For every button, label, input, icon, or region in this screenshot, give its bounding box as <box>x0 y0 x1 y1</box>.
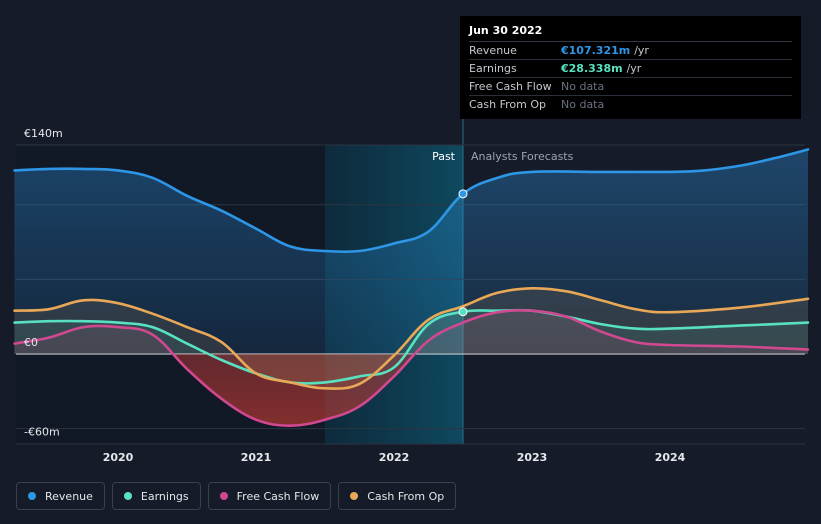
legend-item-cash-from-op[interactable]: Cash From Op <box>338 482 457 510</box>
legend-dot-icon <box>219 492 228 500</box>
legend-item-revenue[interactable]: Revenue <box>16 482 105 510</box>
tooltip-label: Earnings <box>469 62 517 75</box>
tooltip-nodata: No data <box>561 98 605 111</box>
tooltip: Jun 30 2022 Revenue €107.321m /yr Earnin… <box>460 16 801 119</box>
x-tick-label: 2024 <box>655 451 686 464</box>
legend-item-free-cash-flow[interactable]: Free Cash Flow <box>207 482 332 510</box>
tooltip-unit: /yr <box>634 44 649 57</box>
legend-dot-icon <box>123 492 132 500</box>
tooltip-value: €107.321m <box>561 44 631 57</box>
x-tick-label: 2023 <box>517 451 548 464</box>
x-tick-label: 2021 <box>241 451 272 464</box>
tooltip-row-earnings: Earnings €28.338m /yr <box>469 60 792 78</box>
legend: Revenue Earnings Free Cash Flow Cash Fro… <box>16 482 457 510</box>
past-label: Past <box>432 150 456 163</box>
y-tick-label: €0 <box>24 336 38 349</box>
earnings-line <box>13 308 810 385</box>
legend-label: Revenue <box>45 489 93 503</box>
legend-label: Free Cash Flow <box>236 489 320 503</box>
free-cash-flow-area <box>14 310 808 426</box>
legend-dot-icon <box>28 492 36 500</box>
y-tick-label: €140m <box>24 127 63 140</box>
revenue-highlight-point <box>458 189 468 199</box>
tooltip-label: Free Cash Flow <box>469 80 552 93</box>
y-tick-label: -€60m <box>24 426 60 439</box>
revenue-line <box>13 148 810 254</box>
x-tick-label: 2020 <box>103 451 134 464</box>
tooltip-value: €28.338m <box>561 62 623 75</box>
legend-item-earnings[interactable]: Earnings <box>111 482 201 510</box>
tooltip-row-cash-from-op: Cash From Op No data <box>469 96 792 113</box>
legend-label: Cash From Op <box>367 489 445 503</box>
tooltip-row-free-cash-flow: Free Cash Flow No data <box>469 78 792 96</box>
legend-dot-icon <box>350 492 359 500</box>
legend-label: Earnings <box>140 489 189 503</box>
cash-from-op-line <box>13 286 810 390</box>
tooltip-nodata: No data <box>561 80 605 93</box>
earnings-highlight-point <box>458 307 468 317</box>
forecast-label: Analysts Forecasts <box>471 150 574 163</box>
tooltip-label: Revenue <box>469 44 517 57</box>
tooltip-date: Jun 30 2022 <box>469 24 792 42</box>
free-cash-flow-line <box>13 308 810 427</box>
free-cash-flow-negative-area <box>16 354 805 426</box>
x-tick-label: 2022 <box>379 451 410 464</box>
tooltip-row-revenue: Revenue €107.321m /yr <box>469 42 792 60</box>
tooltip-label: Cash From Op <box>469 98 547 111</box>
tooltip-unit: /yr <box>626 62 642 75</box>
